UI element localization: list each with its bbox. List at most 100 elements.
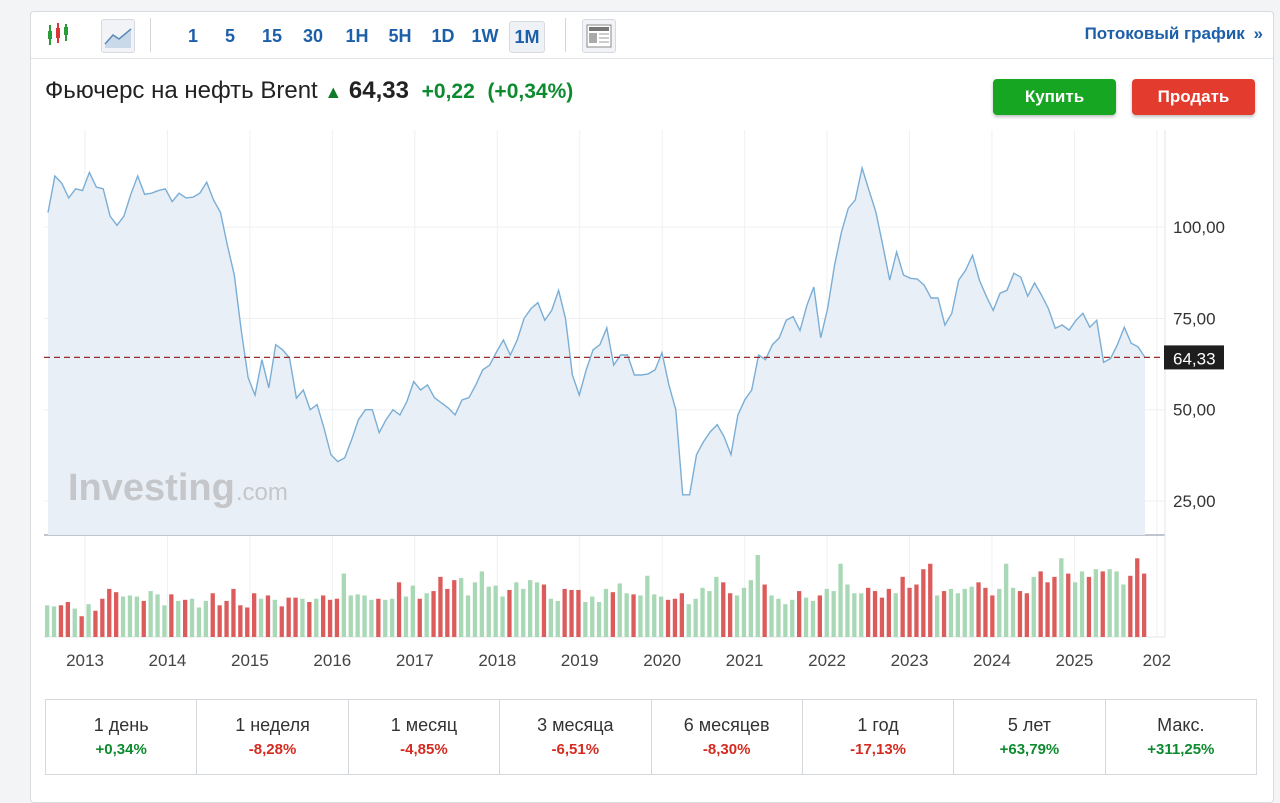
period-change: +63,79%	[999, 741, 1060, 758]
volume-bar	[755, 555, 760, 637]
x-tick-label: 2015	[231, 651, 269, 670]
volume-bar	[486, 586, 491, 637]
interval-5h[interactable]: 5H	[388, 26, 412, 46]
volume-bar	[341, 573, 346, 637]
interval-1[interactable]: 1	[187, 26, 198, 46]
volume-bar	[790, 599, 795, 637]
volume-bar	[997, 588, 1002, 637]
volume-bar	[734, 595, 740, 637]
volume-bar	[569, 589, 574, 637]
performance-cell[interactable]: 6 месяцев -8,30%	[652, 700, 803, 774]
volume-bar	[810, 600, 816, 637]
x-tick-label: 2021	[726, 651, 764, 670]
volume-bar	[1004, 563, 1009, 637]
volume-bar	[334, 598, 340, 637]
volume-bar	[686, 604, 691, 637]
divider	[565, 18, 566, 52]
performance-cell[interactable]: 1 год -17,13%	[803, 700, 955, 774]
volume-bar	[300, 598, 305, 637]
period-label: Макс.	[1157, 715, 1205, 735]
volume-bar	[507, 589, 512, 637]
volume-bar	[1121, 584, 1126, 637]
volume-bar	[355, 594, 360, 637]
volume-bar	[583, 602, 588, 637]
volume-bar	[528, 580, 533, 637]
volume-bar	[797, 591, 802, 637]
price-line	[47, 165, 1146, 496]
up-arrow-icon: ▲	[324, 82, 343, 102]
performance-cell[interactable]: Макс. +311,25%	[1106, 700, 1256, 774]
volume-bar	[514, 582, 519, 637]
period-label: 1 день	[93, 715, 149, 735]
volume-bar	[369, 599, 374, 637]
volume-bar	[700, 587, 705, 637]
volume-bar	[183, 599, 188, 637]
volume-bar	[928, 563, 933, 637]
volume-bar	[624, 593, 629, 637]
volume-bar	[817, 595, 822, 637]
period-label: 1 неделя	[235, 715, 310, 735]
volume-bar	[866, 587, 871, 637]
price-change: +0,22	[421, 80, 475, 103]
volume-bar	[1017, 591, 1023, 637]
volume-bar	[962, 588, 967, 637]
instrument-name: Фьючерс на нефть Brent	[45, 77, 318, 104]
divider	[150, 18, 151, 52]
area-chart-icon[interactable]	[101, 19, 135, 53]
performance-cell[interactable]: 5 лет +63,79%	[954, 700, 1106, 774]
volume-bar	[141, 600, 146, 637]
sell-button[interactable]: Продать	[1132, 79, 1255, 115]
candlestick-icon[interactable]	[43, 19, 75, 51]
volume-bar	[479, 571, 484, 637]
performance-cell[interactable]: 1 неделя -8,28%	[197, 700, 349, 774]
interval-1m[interactable]: 1M	[509, 21, 545, 53]
volume-bar	[1024, 593, 1029, 637]
volume-bar	[500, 596, 505, 637]
volume-bar	[286, 597, 291, 637]
interval-30[interactable]: 30	[302, 26, 324, 46]
x-tick-label: 2013	[66, 651, 104, 670]
performance-cell[interactable]: 1 день +0,34%	[46, 700, 198, 774]
volume-bar	[362, 595, 367, 637]
volume-bar	[541, 584, 547, 637]
volume-bar	[748, 580, 753, 637]
volume-bar	[721, 582, 726, 637]
interval-5[interactable]: 5	[224, 26, 235, 46]
volume-bar	[258, 598, 264, 637]
volume-bar	[196, 607, 202, 637]
volume-bar	[886, 588, 891, 637]
interval-1d[interactable]: 1D	[431, 26, 455, 46]
volume-bar	[307, 602, 312, 637]
interval-1w[interactable]: 1W	[471, 26, 499, 46]
layout-icon[interactable]	[582, 19, 616, 53]
period-change: -6,51%	[551, 741, 600, 758]
x-tick-label: 2023	[891, 651, 929, 670]
x-tick-label: 202	[1143, 651, 1171, 670]
current-price-label: 64,33	[1173, 349, 1216, 368]
volume-bar	[410, 585, 415, 637]
volume-bar	[900, 576, 905, 637]
streaming-chart-link[interactable]: Потоковый график »	[1085, 24, 1263, 44]
volume-bar	[1135, 558, 1140, 637]
x-tick-label: 2025	[1055, 651, 1093, 670]
volume-bar	[403, 596, 409, 637]
interval-1h[interactable]: 1H	[345, 26, 369, 46]
volume-bar	[114, 592, 119, 637]
performance-cell[interactable]: 3 месяца -6,51%	[500, 700, 652, 774]
volume-bar	[417, 598, 422, 637]
volume-bar	[879, 597, 885, 637]
period-label: 3 месяца	[537, 715, 614, 735]
volume-bar	[203, 600, 208, 637]
interval-15[interactable]: 15	[261, 26, 283, 46]
volume-bar	[576, 589, 581, 637]
volume-bar	[465, 595, 471, 637]
period-change: -8,30%	[702, 741, 751, 758]
volume-bar	[610, 592, 615, 637]
x-tick-label: 2022	[808, 651, 846, 670]
performance-cell[interactable]: 1 месяц -4,85%	[349, 700, 501, 774]
volume-bar	[265, 595, 271, 637]
buy-button[interactable]: Купить	[993, 79, 1116, 115]
volume-bar	[741, 587, 747, 637]
volume-bar	[252, 593, 257, 637]
